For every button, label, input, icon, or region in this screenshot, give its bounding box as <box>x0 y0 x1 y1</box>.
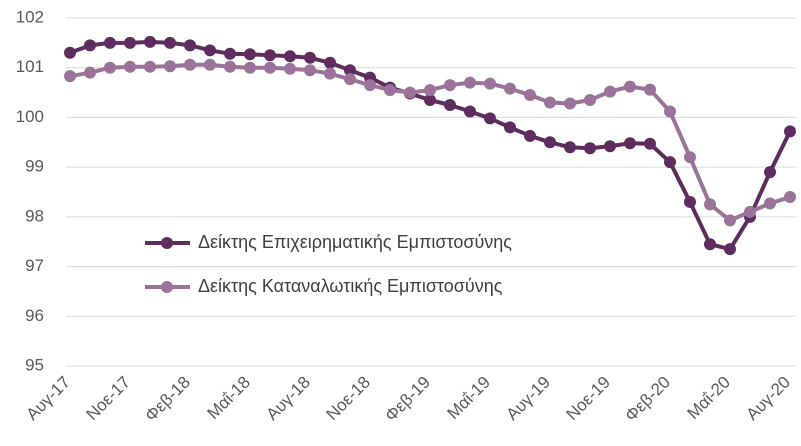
x-tick-label: Νοε-19 <box>562 373 614 425</box>
x-tick-label: Αυγ-19 <box>503 373 554 424</box>
data-point <box>124 60 136 73</box>
x-tick-label: Μαΐ-19 <box>444 373 494 423</box>
data-point <box>344 73 356 86</box>
data-point <box>324 56 336 69</box>
data-point <box>204 58 216 71</box>
data-point <box>164 36 176 49</box>
data-point <box>644 83 656 96</box>
data-point <box>464 105 476 118</box>
data-point <box>484 112 496 125</box>
data-point <box>764 197 776 210</box>
data-point <box>524 89 536 102</box>
data-point <box>724 214 736 227</box>
data-point <box>184 39 196 52</box>
x-tick-label: Αυγ-20 <box>743 373 794 424</box>
data-point <box>284 50 296 63</box>
y-tick-label: 99 <box>25 157 44 176</box>
data-point <box>424 84 436 97</box>
data-point <box>304 51 316 64</box>
data-point <box>104 61 116 74</box>
x-tick-label: Μαΐ-20 <box>684 373 734 423</box>
data-point <box>744 205 756 218</box>
data-point <box>604 140 616 153</box>
data-point <box>564 141 576 154</box>
data-point <box>124 36 136 49</box>
data-point <box>464 76 476 89</box>
y-tick-label: 101 <box>16 57 44 76</box>
y-tick-label: 96 <box>25 306 44 325</box>
data-point <box>224 47 236 60</box>
data-point <box>724 243 736 256</box>
y-tick-label: 97 <box>25 256 44 275</box>
data-point <box>264 61 276 74</box>
data-point <box>224 60 236 73</box>
data-point <box>284 62 296 75</box>
x-tick-label: Αυγ-17 <box>23 373 74 424</box>
data-point <box>324 67 336 80</box>
data-point <box>304 64 316 77</box>
y-tick-label: 100 <box>16 107 44 126</box>
y-tick-label: 102 <box>16 7 44 26</box>
data-point <box>524 129 536 142</box>
data-point <box>444 99 456 111</box>
data-point <box>644 137 656 150</box>
data-point <box>504 121 516 134</box>
legend-label: Δείκτης Επιχειρηματικής Εμπιστοσύνης <box>198 232 512 252</box>
x-tick-label: Φεβ-18 <box>141 373 194 426</box>
data-point <box>684 195 696 208</box>
data-point <box>364 79 376 92</box>
legend-marker <box>161 281 173 293</box>
data-point <box>664 105 676 118</box>
data-point <box>444 79 456 92</box>
data-point <box>624 137 636 150</box>
data-point <box>244 61 256 74</box>
data-point <box>164 60 176 73</box>
data-point <box>84 39 96 52</box>
x-tick-label: Αυγ-18 <box>263 373 314 424</box>
data-point <box>404 86 416 99</box>
data-point <box>344 64 356 77</box>
x-tick-label: Νοε-18 <box>322 373 374 425</box>
data-point <box>704 238 716 251</box>
data-point <box>264 49 276 62</box>
y-tick-label: 95 <box>25 355 44 374</box>
data-point <box>604 85 616 98</box>
data-point <box>64 70 76 83</box>
data-point <box>84 66 96 79</box>
series-line <box>69 39 792 252</box>
data-point <box>204 44 216 57</box>
data-point <box>504 82 516 95</box>
data-point <box>784 125 796 138</box>
data-point <box>484 77 496 90</box>
data-point <box>764 166 776 179</box>
x-tick-label: Φεβ-20 <box>621 373 674 426</box>
data-point <box>244 48 256 61</box>
data-point <box>544 96 556 109</box>
data-point <box>384 84 396 97</box>
data-point <box>704 198 716 211</box>
data-point <box>564 97 576 110</box>
legend-label: Δείκτης Καταναλωτικής Εμπιστοσύνης <box>198 276 503 296</box>
legend-marker <box>161 237 173 249</box>
x-tick-label: Φεβ-19 <box>381 373 434 426</box>
data-point <box>104 36 116 49</box>
y-tick-label: 98 <box>25 206 44 225</box>
data-point <box>664 156 676 169</box>
data-point <box>544 136 556 149</box>
data-point <box>784 190 796 203</box>
data-point <box>584 94 596 107</box>
data-point <box>144 35 156 48</box>
data-point <box>424 94 436 107</box>
x-tick-label: Μαΐ-18 <box>204 373 254 423</box>
data-point <box>624 80 636 93</box>
data-point <box>684 151 696 164</box>
data-point <box>184 58 196 71</box>
data-point <box>584 142 596 155</box>
x-tick-label: Νοε-17 <box>82 373 134 425</box>
data-point <box>64 46 76 59</box>
data-point <box>144 60 156 73</box>
